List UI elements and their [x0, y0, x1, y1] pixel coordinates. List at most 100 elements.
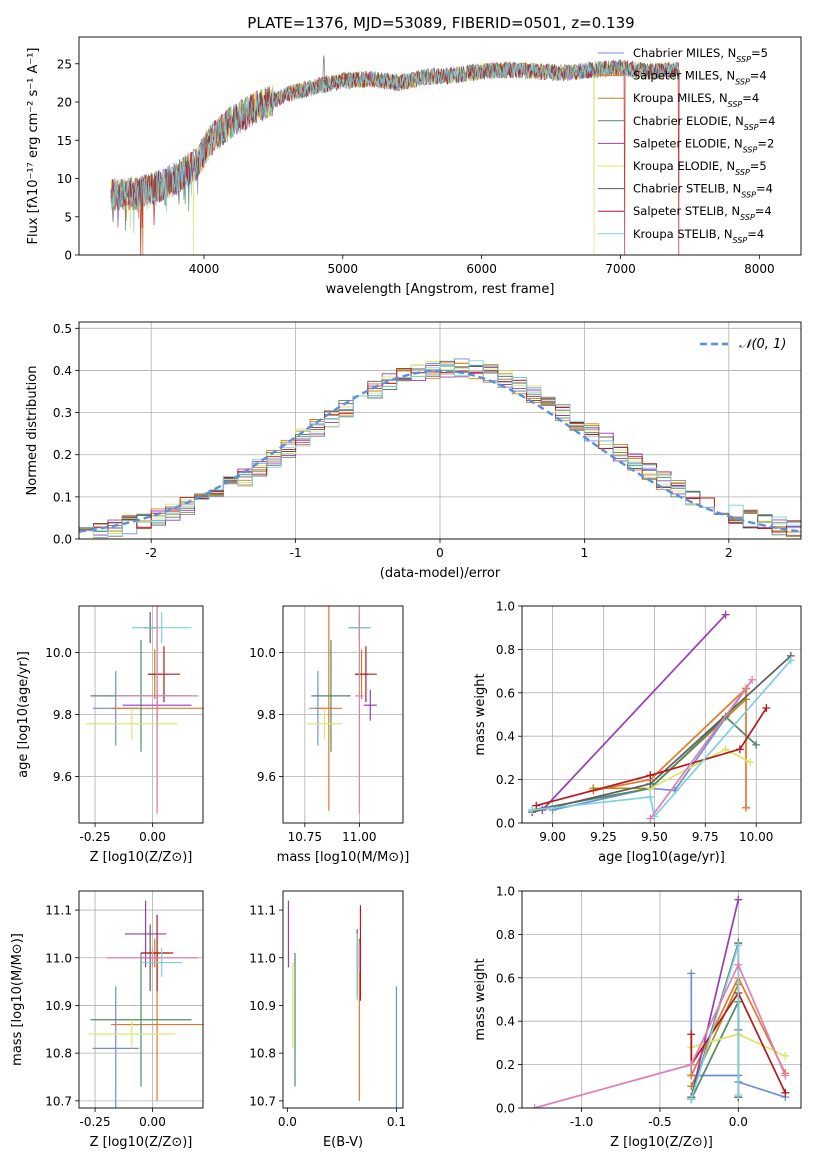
error-bars	[287, 900, 398, 1108]
histogram-7	[79, 367, 801, 533]
y-tick-label: 0.0	[53, 533, 72, 547]
y-tick-label: 20	[57, 96, 72, 110]
x-tick-label: 9.75	[692, 830, 719, 844]
weight-marker	[687, 1060, 696, 1069]
spectrum-lines	[110, 55, 680, 255]
histogram-6	[79, 360, 801, 536]
x-axis-label: mass [log10(M/M⊙)]	[277, 850, 410, 865]
x-tick-label: 10.75	[288, 830, 322, 844]
y-tick-label: 10.7	[249, 1094, 276, 1108]
mass-vs-extinction-panel: 0.0 0.1 10.7 10.8 10.9 11.0 11.1 E(B-V)	[249, 890, 406, 1150]
weight-marker	[532, 801, 541, 810]
x-tick-label: 10.00	[739, 830, 773, 844]
x-axis-label: E(B-V)	[323, 1135, 363, 1150]
weight-marker	[721, 745, 730, 754]
weight-line-3	[532, 715, 757, 811]
y-tick-label: 10.7	[45, 1094, 72, 1108]
weight-line-4	[690, 899, 740, 1098]
x-tick-label: 0.00	[139, 830, 166, 844]
weight-marker	[735, 745, 744, 754]
weight-line-2	[593, 698, 747, 790]
weight-marker	[752, 740, 761, 749]
weight-marker	[646, 814, 655, 823]
weight-line-8	[532, 659, 792, 819]
axes-frame	[521, 605, 802, 824]
weight-marker	[734, 895, 743, 904]
x-axis-label: (data-model)/error	[380, 566, 501, 581]
y-axis-label: mass [log10(M/M⊙)]	[10, 933, 25, 1066]
x-tick-label: 0.0	[278, 1115, 297, 1129]
y-tick-label: 10	[57, 172, 72, 186]
y-tick-label: 0.2	[496, 773, 515, 787]
y-tick-label: 0.0	[496, 1102, 515, 1116]
y-tick-label: 0.6	[496, 686, 515, 700]
y-tick-label: 0.2	[53, 448, 72, 462]
legend-label: Salpeter ELODIE, NSSP=2	[633, 136, 774, 154]
y-axis-label: Normed distribution	[25, 366, 40, 496]
y-tick-label: 25	[57, 57, 72, 71]
axes-frame	[282, 890, 404, 1109]
x-tick-label: 9.50	[641, 830, 668, 844]
weight-series	[528, 610, 795, 823]
legend-label: Kroupa ELODIE, NSSP=5	[633, 159, 767, 177]
histograms	[79, 358, 801, 539]
y-tick-label: 11.0	[249, 951, 276, 965]
y-tick-label: 10.0	[45, 646, 72, 660]
weight-marker	[646, 771, 655, 780]
y-tick-label: 1.0	[496, 885, 515, 899]
weight-marker	[781, 1051, 790, 1060]
weight-vs-age-panel: 9.00 9.25 9.50 9.75 10.00 0.0 0.2 0.4 0.6 0.8 1.0 a…	[473, 600, 802, 865]
y-tick-label: 10.0	[249, 646, 276, 660]
weight-line-7	[690, 991, 787, 1094]
weight-marker	[721, 610, 730, 619]
y-tick-label: 15	[57, 134, 72, 148]
residuals-panel: -2 -1 0 1 2 0.0 0.1 0.2 0.3 0.4 0.5 (data-model)/er…	[25, 321, 802, 581]
normal-curve	[79, 369, 799, 533]
x-tick-label: 0.00	[139, 1115, 166, 1129]
x-tick-label: -1.0	[570, 1115, 593, 1129]
x-tick-label: -0.25	[80, 830, 111, 844]
weight-marker	[781, 1088, 790, 1097]
weight-marker	[687, 1030, 696, 1039]
axes-frame	[521, 890, 802, 1109]
legend-label: 𝒩(0, 1)	[739, 337, 786, 352]
weight-marker	[734, 1090, 743, 1099]
x-tick-label: 1	[581, 546, 589, 560]
legend-label: Chabrier ELODIE, NSSP=4	[633, 114, 775, 132]
y-tick-label: 11.1	[249, 904, 276, 918]
x-tick-label: 11.00	[342, 830, 376, 844]
weight-series	[530, 895, 790, 1108]
error-bars	[85, 606, 203, 814]
axes-frame	[78, 605, 204, 824]
x-tick-label: 9.00	[539, 830, 566, 844]
x-tick-label: 2	[725, 546, 733, 560]
y-tick-label: 5	[64, 210, 72, 224]
x-tick-label: -2	[145, 546, 157, 560]
y-axis-label: Flux [fλ10⁻¹⁷ erg cm⁻² s⁻¹ A⁻¹]	[26, 48, 41, 245]
x-tick-label: 0.0	[729, 1115, 748, 1129]
weight-marker	[687, 969, 696, 978]
weight-marker	[734, 960, 743, 969]
weight-marker	[530, 1104, 539, 1108]
age-vs-metallicity-panel: -0.25 0.00 9.6 9.8 10.0 Z [log10(Z/Z⊙)] age [l…	[16, 605, 204, 865]
weight-marker	[734, 941, 743, 950]
weight-marker	[528, 805, 537, 814]
legend-label: Salpeter STELIB, NSSP=4	[633, 204, 772, 222]
x-axis-label: Z [log10(Z/Z⊙)]	[90, 850, 193, 865]
y-tick-label: 9.8	[53, 708, 72, 722]
x-tick-label: 5000	[328, 262, 359, 276]
mass-vs-metallicity-panel: -0.25 0.00 10.7 10.8 10.9 11.0 11.1 Z [log10(Z/…	[10, 890, 204, 1150]
weight-marker	[742, 803, 751, 812]
y-tick-label: 10.9	[249, 999, 276, 1013]
legend-label: Chabrier MILES, NSSP=5	[633, 46, 768, 64]
x-tick-label: 7000	[605, 262, 636, 276]
y-tick-label: 0.0	[496, 817, 515, 831]
axes-frame	[78, 321, 802, 540]
y-tick-label: 11.1	[45, 904, 72, 918]
weight-marker	[781, 1071, 790, 1080]
y-tick-label: 0.5	[53, 322, 72, 336]
spectrum-legend: Chabrier MILES, NSSP=5 Salpeter MILES, NS…	[598, 46, 775, 244]
weight-line-0	[552, 688, 747, 811]
y-tick-label: 10.8	[249, 1047, 276, 1061]
